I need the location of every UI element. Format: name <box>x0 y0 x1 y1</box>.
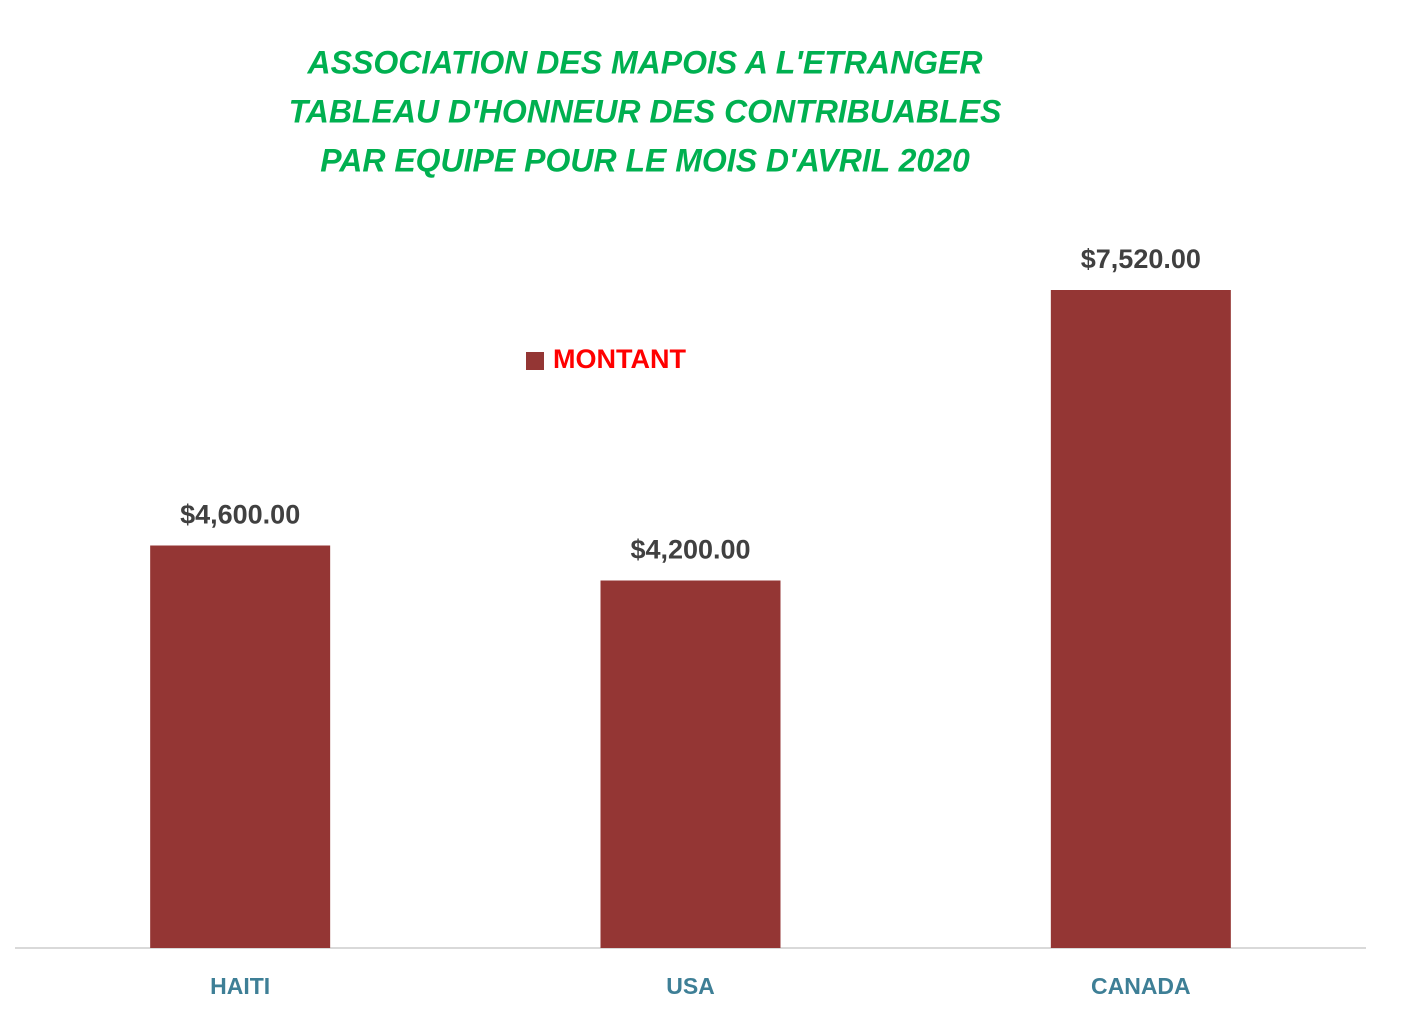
chart-title: ASSOCIATION DES MAPOIS A L'ETRANGER <box>307 44 983 80</box>
bar <box>1050 290 1231 948</box>
x-tick-label: USA <box>666 973 715 999</box>
chart-title: PAR EQUIPE POUR LE MOIS D'AVRIL 2020 <box>320 142 970 178</box>
x-tick-label: CANADA <box>1091 973 1191 999</box>
data-label: $7,520.00 <box>1081 244 1201 274</box>
data-label: $4,200.00 <box>630 535 750 565</box>
chart-title: TABLEAU D'HONNEUR DES CONTRIBUABLES <box>289 93 1002 129</box>
data-label: $4,600.00 <box>180 500 300 530</box>
legend-marker <box>526 352 544 370</box>
x-tick-label: HAITI <box>210 973 270 999</box>
bar <box>150 545 331 948</box>
bar <box>600 580 781 948</box>
legend-label: MONTANT <box>553 344 686 374</box>
